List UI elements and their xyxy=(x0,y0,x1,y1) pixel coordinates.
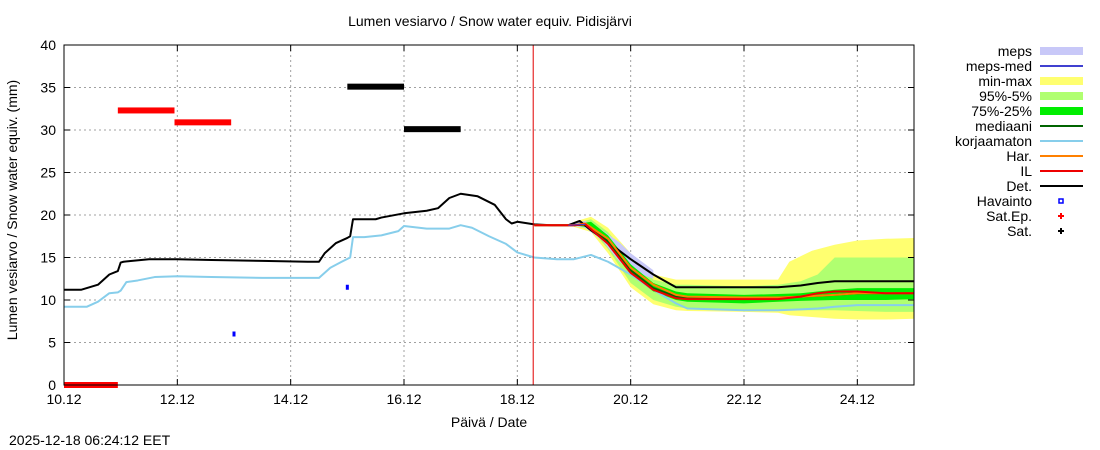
legend-label: min-max xyxy=(978,73,1032,89)
legend-label: Sat. xyxy=(1007,223,1032,239)
legend-swatch-sat-ep--v xyxy=(1060,213,1062,219)
legend-swatch-meps xyxy=(1040,47,1083,55)
legend-label: Har. xyxy=(1006,148,1032,164)
legend-label: Det. xyxy=(1006,178,1032,194)
y-tick-label: 5 xyxy=(48,335,56,351)
y-tick-label: 10 xyxy=(40,292,56,308)
legend-label: mediaani xyxy=(975,118,1032,134)
y-tick-label: 40 xyxy=(40,37,56,53)
legend-label: meps xyxy=(998,43,1032,59)
y-tick-label: 30 xyxy=(40,122,56,138)
legend-swatch-havainto xyxy=(1058,198,1064,204)
series-korjaamaton xyxy=(64,224,914,312)
series-lines xyxy=(64,192,914,312)
band-meps xyxy=(568,220,654,279)
series-meps-med xyxy=(568,223,586,226)
point-havainto xyxy=(232,331,236,337)
grid xyxy=(64,45,914,385)
segment-sat- xyxy=(347,83,404,90)
timestamp: 2025-12-18 06:24:12 EET xyxy=(9,432,171,448)
observation-marks xyxy=(64,83,461,388)
legend-swatch-sat--v xyxy=(1060,228,1062,234)
x-tick-label: 20.12 xyxy=(613,391,648,407)
segment-sat- xyxy=(404,126,461,133)
legend: mepsmeps-medmin-max95%-5%75%-25%mediaani… xyxy=(955,43,1083,239)
series-il xyxy=(534,223,914,301)
legend-label: Sat.Ep. xyxy=(986,208,1032,224)
x-tick-label: 16.12 xyxy=(386,391,421,407)
y-tick-label: 0 xyxy=(48,377,56,393)
y-tick-label: 20 xyxy=(40,207,56,223)
y-tick-label: 15 xyxy=(40,250,56,266)
y-axis-ticks: 0 5 10 15 20 25 30 35 40 xyxy=(40,37,914,393)
x-tick-label: 18.12 xyxy=(500,391,535,407)
y-tick-label: 35 xyxy=(40,80,56,96)
legend-label: Havainto xyxy=(977,193,1032,209)
y-axis-label: Lumen vesiarvo / Snow water equiv. (mm) xyxy=(4,80,20,340)
legend-swatch-min-max xyxy=(1040,77,1083,85)
segment-sat-ep- xyxy=(174,119,232,126)
x-tick-label: 10.12 xyxy=(46,391,81,407)
legend-label: meps-med xyxy=(966,58,1032,74)
series-det- xyxy=(64,192,914,291)
y-tick-label: 25 xyxy=(40,165,56,181)
band-75-25- xyxy=(574,221,914,304)
legend-label: IL xyxy=(1020,163,1032,179)
x-tick-label: 24.12 xyxy=(840,391,875,407)
x-axis-ticks: 10.12 12.12 14.12 16.12 18.12 20.12 22.12 24.12 xyxy=(46,45,875,407)
legend-swatch-95-5- xyxy=(1040,92,1083,100)
segment-sat-ep- xyxy=(117,107,175,114)
x-tick-label: 22.12 xyxy=(726,391,761,407)
x-axis-label: Päivä / Date xyxy=(451,414,527,430)
legend-label: korjaamaton xyxy=(955,133,1032,149)
x-tick-label: 14.12 xyxy=(273,391,308,407)
legend-label: 75%-25% xyxy=(971,103,1032,119)
x-tick-label: 12.12 xyxy=(160,391,195,407)
point-havainto xyxy=(345,284,349,290)
legend-swatch-75-25- xyxy=(1040,107,1083,115)
series-har- xyxy=(534,222,914,299)
legend-label: 95%-5% xyxy=(979,88,1032,104)
chart-title: Lumen vesiarvo / Snow water equiv. Pidis… xyxy=(348,13,632,29)
